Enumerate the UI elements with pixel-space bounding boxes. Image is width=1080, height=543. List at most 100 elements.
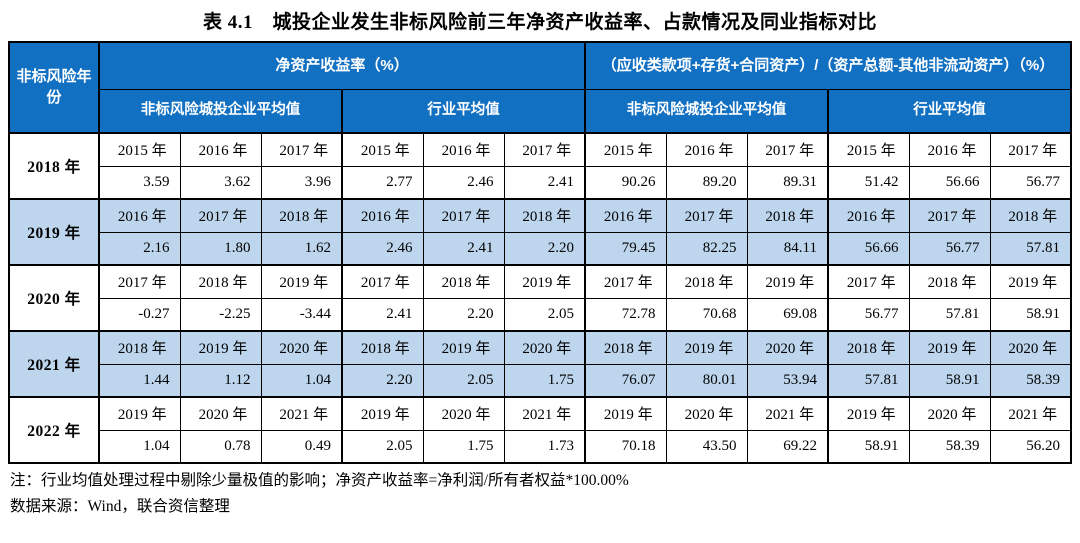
group-header-row: 非标风险年份 净资产收益率（%） （应收类款项+存货+合同资产）/（资产总额-其… [8,41,1072,134]
year-cell: 2018 年 [260,198,343,233]
value-cell: 3.59 [98,165,181,200]
year-cell: 2021 年 [989,396,1072,431]
table-row: 3.59 3.62 3.96 2.77 2.46 2.41 90.26 89.20 89.31 5… [9,165,1072,200]
year-cell: 2018 年 [827,330,910,365]
value-cell: 2.77 [341,165,424,200]
year-cell: 2020 年 [746,330,829,365]
table-row: 2022 年 2019 年 2020 年 2021 年 2019 年 2020 年 2021… [8,396,1072,464]
value-cell: 0.78 [179,429,262,464]
value-cell: 58.39 [989,363,1072,398]
value-cell: 90.26 [584,165,667,200]
year-cell: 2021 年 [260,396,343,431]
value-cell: 82.25 [665,231,748,266]
value-cell: 56.66 [908,165,991,200]
table-note: 注：行业均值处理过程中剔除少量极值的影响；净资产收益率=净利润/所有者权益*10… [10,472,629,489]
year-cell: 2017 年 [665,198,748,233]
year-cell: 2020 年 [260,330,343,365]
year-cell: 2021 年 [746,396,829,431]
value-cell: 2.20 [503,231,586,266]
risk-year-label: 2018 年 [8,132,100,200]
value-cell: 69.22 [746,429,829,464]
value-cell: 2.41 [422,231,505,266]
table-title: 表 4.1 城投企业发生非标风险前三年净资产收益率、占款情况及同业指标对比 [202,12,877,33]
year-cell: 2020 年 [422,396,505,431]
table-row: 2018 年 2015 年 2016 年 2017 年 2015 年 2016 年 2017… [8,132,1072,200]
risk-year-label: 2019 年 [8,198,100,266]
subheader-roe-industry-avg: 行业平均值 [341,88,586,134]
value-cell: 53.94 [746,363,829,398]
year-cell: 2016 年 [584,198,667,233]
value-cell: 57.81 [908,297,991,332]
subheader-ratio-risk-avg: 非标风险城投企业平均值 [584,88,829,134]
value-cell: -0.27 [98,297,181,332]
year-cell: 2018 年 [422,264,505,299]
sub-header-row: 非标风险城投企业平均值 行业平均值 非标风险城投企业平均值 行业平均值 [9,88,1072,134]
value-cell: 80.01 [665,363,748,398]
value-cell: 72.78 [584,297,667,332]
year-cell: 2016 年 [908,132,991,167]
value-cell: -3.44 [260,297,343,332]
year-cell: 2018 年 [341,330,424,365]
data-source: 数据来源：Wind，联合资信整理 [10,498,230,516]
value-cell: 2.05 [341,429,424,464]
value-cell: 1.73 [503,429,586,464]
year-cell: 2016 年 [341,198,424,233]
value-cell: 69.08 [746,297,829,332]
year-cell: 2016 年 [98,198,181,233]
value-cell: 2.41 [341,297,424,332]
table-body: 2018 年 2015 年 2016 年 2017 年 2015 年 2016 年 2017… [8,132,1072,464]
value-cell: 2.46 [422,165,505,200]
value-cell: 2.41 [503,165,586,200]
value-cell: 70.18 [584,429,667,464]
year-cell: 2019 年 [179,330,262,365]
value-cell: 79.45 [584,231,667,266]
year-cell: 2019 年 [989,264,1072,299]
year-cell: 2018 年 [98,330,181,365]
year-cell: 2015 年 [584,132,667,167]
year-cell: 2017 年 [746,132,829,167]
year-cell: 2018 年 [179,264,262,299]
year-cell: 2019 年 [422,330,505,365]
value-cell: 2.46 [341,231,424,266]
year-cell: 2016 年 [179,132,262,167]
value-cell: 58.91 [827,429,910,464]
value-cell: 2.05 [503,297,586,332]
value-cell: 1.04 [260,363,343,398]
group-header-receivables-ratio: （应收类款项+存货+合同资产）/（资产总额-其他非流动资产）（%） [584,41,1072,90]
value-cell: 1.75 [422,429,505,464]
year-cell: 2019 年 [260,264,343,299]
value-cell: 3.62 [179,165,262,200]
value-cell: 0.49 [260,429,343,464]
value-cell: 1.80 [179,231,262,266]
value-cell: 56.20 [989,429,1072,464]
year-cell: 2016 年 [665,132,748,167]
value-cell: 1.12 [179,363,262,398]
year-cell: 2017 年 [341,264,424,299]
value-cell: 89.31 [746,165,829,200]
table-row: 2021 年 2018 年 2019 年 2020 年 2018 年 2019 年 2020… [8,330,1072,398]
report-page: 表 4.1 城投企业发生非标风险前三年净资产收益率、占款情况及同业指标对比 非标… [8,12,1072,516]
table-row: 2020 年 2017 年 2018 年 2019 年 2017 年 2018 年 2019… [8,264,1072,332]
year-cell: 2021 年 [503,396,586,431]
year-cell: 2019 年 [827,396,910,431]
value-cell: 51.42 [827,165,910,200]
value-cell: 56.77 [989,165,1072,200]
value-cell: 2.20 [422,297,505,332]
year-cell: 2018 年 [746,198,829,233]
year-cell: 2017 年 [584,264,667,299]
value-cell: 2.20 [341,363,424,398]
table-row: -0.27 -2.25 -3.44 2.41 2.20 2.05 72.78 70.68 69.… [9,297,1072,332]
value-cell: 57.81 [827,363,910,398]
value-cell: 56.77 [908,231,991,266]
value-cell: 43.50 [665,429,748,464]
risk-year-label: 2020 年 [8,264,100,332]
table-header: 非标风险年份 净资产收益率（%） （应收类款项+存货+合同资产）/（资产总额-其… [8,41,1072,134]
value-cell: 3.96 [260,165,343,200]
value-cell: 2.16 [98,231,181,266]
year-cell: 2018 年 [584,330,667,365]
table-row: 2019 年 2016 年 2017 年 2018 年 2016 年 2017 年 2018… [8,198,1072,266]
year-cell: 2016 年 [422,132,505,167]
year-cell: 2019 年 [584,396,667,431]
year-cell: 2019 年 [746,264,829,299]
value-cell: 58.91 [989,297,1072,332]
